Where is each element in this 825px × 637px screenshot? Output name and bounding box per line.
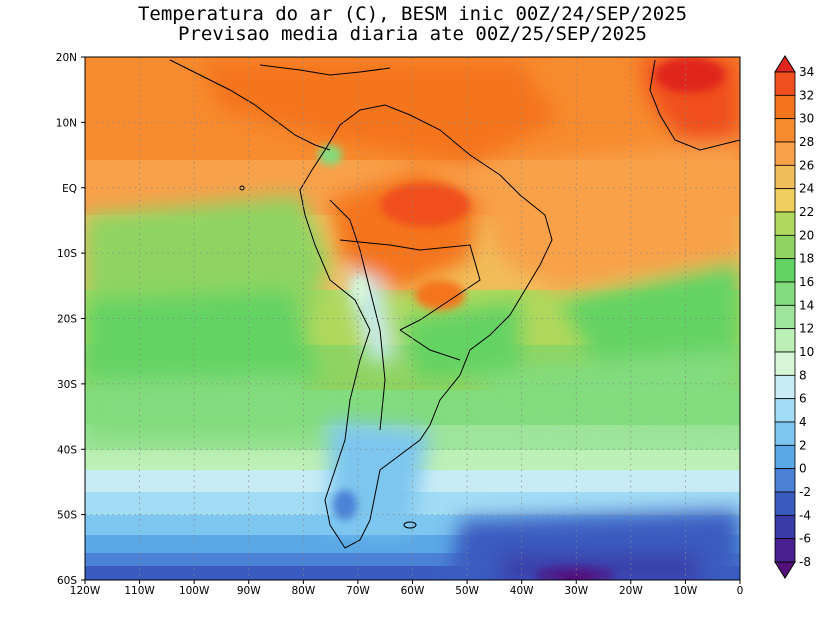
colorbar-swatch — [774, 304, 796, 330]
colorbar-swatch — [774, 538, 796, 563]
colorbar-label: -8 — [799, 555, 811, 569]
colorbar-label: 6 — [799, 392, 807, 406]
y-tick-label: 60S — [57, 575, 77, 587]
colorbar-swatch — [774, 94, 796, 120]
africa-coastline — [649, 59, 740, 151]
colorbar-swatch — [774, 234, 796, 260]
colorbar-swatch — [774, 328, 796, 353]
colorbar-label: 8 — [799, 368, 807, 382]
y-tick-label: 10N — [56, 117, 77, 129]
latitude-axis: 20N 10N EQ 10S 20S 30S 40S 50S 60S — [56, 52, 85, 587]
colorbar-label: 30 — [799, 112, 814, 126]
colorbar-swatch — [774, 351, 796, 376]
colorbar-label: 2 — [799, 438, 807, 452]
argentina-border — [399, 329, 461, 361]
x-tick-label: 90W — [237, 585, 261, 597]
longitude-axis: 120W 110W 100W 90W 80W 70W 60W 50W 40W 30W 20W 10W 0 — [70, 580, 744, 597]
y-tick-label: 10S — [57, 248, 77, 260]
y-tick-label: 40S — [57, 444, 77, 456]
colorbar-swatch — [774, 258, 796, 283]
lat-lon-grid — [85, 57, 740, 580]
caribbean-coastline — [259, 64, 391, 76]
x-tick-label: 100W — [179, 585, 210, 597]
south-america-coastline — [299, 104, 553, 549]
x-tick-label: 0 — [737, 585, 744, 597]
x-tick-label: 10W — [674, 585, 698, 597]
y-tick-label: EQ — [62, 183, 77, 195]
colorbar-label: 4 — [799, 415, 807, 429]
central-america-coastline — [169, 59, 331, 151]
colorbar-swatch — [774, 281, 796, 306]
colorbar-label: 34 — [799, 65, 814, 79]
y-tick-label: 30S — [57, 379, 77, 391]
colorbar-label: 18 — [799, 252, 814, 266]
colorbar-bottom-arrow — [774, 561, 796, 579]
colorbar-label: 24 — [799, 182, 814, 196]
colorbar-swatch — [774, 164, 796, 190]
colorbar-label: 26 — [799, 158, 814, 172]
colorbar-swatch — [774, 491, 796, 516]
x-tick-label: 50W — [455, 585, 479, 597]
colorbar-swatch — [774, 421, 796, 446]
y-tick-label: 20N — [56, 52, 77, 64]
colorbar-swatch — [774, 374, 796, 400]
colorbar-label: 32 — [799, 88, 814, 102]
x-tick-label: 20W — [619, 585, 643, 597]
colorbar-swatch — [774, 141, 796, 166]
map-subtitle: Previsao media diaria ate 00Z/25/SEP/202… — [178, 23, 647, 45]
x-tick-label: 70W — [346, 585, 370, 597]
x-tick-label: 80W — [291, 585, 315, 597]
colorbar-swatch — [774, 118, 796, 143]
colorbar-swatch — [774, 398, 796, 423]
brazil-border — [339, 239, 481, 331]
x-tick-label: 30W — [564, 585, 588, 597]
x-tick-label: 60W — [401, 585, 425, 597]
x-tick-label: 120W — [70, 585, 101, 597]
y-tick-label: 20S — [57, 314, 77, 326]
colorbar-label: 16 — [799, 275, 814, 289]
y-tick-label: 50S — [57, 510, 77, 522]
colorbar-swatch — [774, 468, 796, 493]
x-tick-label: 110W — [124, 585, 155, 597]
colorbar-swatch — [774, 211, 796, 236]
colorbar-label: -4 — [799, 508, 811, 522]
colorbar-label: 20 — [799, 228, 814, 242]
colorbar-label: 28 — [799, 135, 814, 149]
colorbar-label: 10 — [799, 345, 814, 359]
colorbar-label: 0 — [799, 462, 807, 476]
colorbar-swatch — [774, 514, 796, 540]
colorbar-swatch — [774, 71, 796, 96]
colorbar-swatch — [774, 188, 796, 213]
colorbar-label: -2 — [799, 485, 811, 499]
colorbar-label: 14 — [799, 298, 814, 312]
x-tick-label: 40W — [510, 585, 534, 597]
colorbar-label: -6 — [799, 532, 811, 546]
andes-border — [329, 199, 386, 431]
map-title: Temperatura do ar (C), BESM inic 00Z/24/… — [137, 3, 688, 25]
colorbar-top-arrow — [774, 55, 796, 73]
colorbar-label: 22 — [799, 205, 814, 219]
colorbar-label: 12 — [799, 322, 814, 336]
colorbar-swatch — [774, 444, 796, 470]
